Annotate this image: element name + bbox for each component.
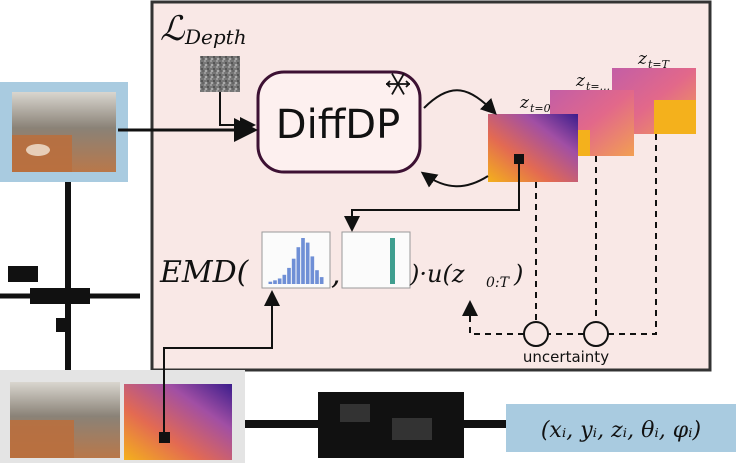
bottom-pixel-marker bbox=[159, 432, 170, 443]
histogram-a-bar bbox=[268, 281, 273, 284]
emd-suffix-sub: 0:T bbox=[486, 275, 511, 291]
histogram-a-bar bbox=[315, 270, 319, 284]
depth-to-model-arrow bbox=[420, 171, 489, 188]
step-sub-2: t=T bbox=[648, 58, 671, 71]
snowflake-icon bbox=[386, 73, 410, 95]
model-box bbox=[256, 70, 422, 174]
histogram-a-bar bbox=[301, 238, 305, 284]
histogram-a-bar bbox=[310, 256, 315, 284]
noise-image bbox=[200, 56, 240, 92]
histogram-a-bar bbox=[287, 267, 291, 284]
step-label-0: z bbox=[519, 93, 530, 113]
histogram-a-bar bbox=[291, 258, 296, 284]
histogram-a-bar bbox=[319, 277, 324, 284]
sample-pixel-marker bbox=[514, 154, 524, 164]
histogram-a-bar bbox=[273, 280, 277, 284]
uncertainty-node-1 bbox=[523, 321, 549, 347]
emd-suffix: )·u(z bbox=[409, 260, 465, 288]
model-name: DiffDP bbox=[276, 102, 400, 148]
uncertainty-node-2 bbox=[583, 321, 609, 347]
uncertainty-connections bbox=[462, 134, 657, 335]
histogram-a-bar bbox=[305, 242, 310, 284]
depth-map-t-0 bbox=[488, 114, 578, 182]
histogram-b-bars bbox=[390, 238, 395, 284]
histogram-a-bar bbox=[296, 247, 301, 284]
step-label-1: z bbox=[575, 71, 586, 91]
histogram-a bbox=[261, 231, 331, 289]
emd-prefix: EMD( bbox=[159, 255, 250, 290]
histogram-b bbox=[341, 231, 411, 289]
uncertainty-label: uncertainty bbox=[523, 348, 609, 366]
loss-title: ℒ bbox=[160, 9, 186, 49]
pose-label: (xᵢ, yᵢ, zᵢ, θᵢ, φᵢ) bbox=[541, 418, 701, 443]
bottom-depth-map bbox=[124, 384, 232, 460]
histogram-a-bar bbox=[277, 278, 282, 284]
histogram-a-bars bbox=[268, 238, 324, 284]
left-connector bbox=[0, 182, 140, 372]
histogram-a-bar bbox=[282, 274, 287, 284]
pixel-to-emd-arrow bbox=[344, 164, 520, 232]
emd-comma: , bbox=[331, 257, 341, 292]
step-sub-0: t=0 bbox=[530, 102, 551, 115]
step-sub-1: t=... bbox=[586, 80, 610, 93]
depth-map-stack bbox=[488, 68, 696, 182]
histogram-b-bar bbox=[390, 238, 395, 284]
step-label-2: z bbox=[637, 49, 648, 69]
model-to-depth-arrow bbox=[423, 89, 497, 115]
loss-subscript: Depth bbox=[184, 25, 247, 49]
emd-close: ) bbox=[513, 260, 523, 288]
pose-box bbox=[506, 404, 736, 452]
bottom-pixel-to-hist-arrow bbox=[163, 290, 280, 432]
renderer-block bbox=[318, 392, 464, 458]
